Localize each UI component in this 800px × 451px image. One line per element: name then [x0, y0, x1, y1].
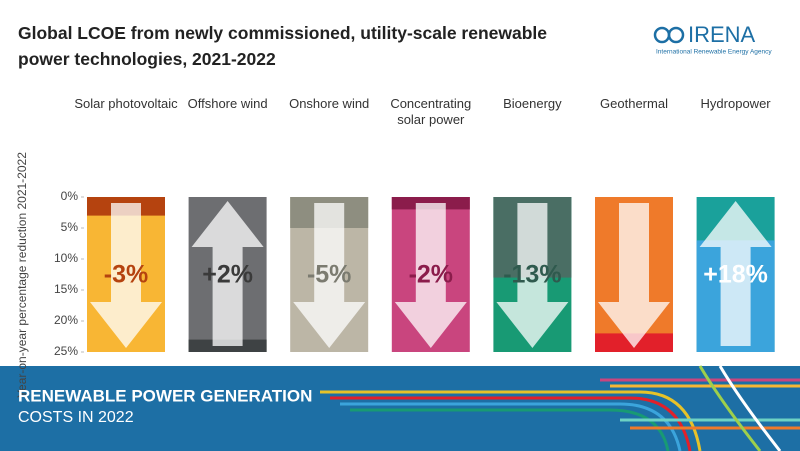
direction-arrow	[699, 201, 772, 346]
category-label: Offshore wind	[187, 96, 268, 111]
logo: IRENA	[688, 22, 756, 47]
y-tick-label: 20%	[54, 313, 78, 327]
logo-mark	[653, 26, 685, 44]
value-label: +2%	[202, 261, 253, 289]
category-label: Solar photovoltaic	[74, 96, 178, 111]
value-label: -2%	[409, 261, 453, 289]
value-label: -13%	[503, 261, 561, 289]
y-tick-label: 25%	[54, 344, 78, 358]
value-label: +18%	[703, 261, 768, 289]
y-tick-label: 5%	[61, 220, 79, 234]
y-tick-label: 10%	[54, 251, 78, 265]
y-tick-label: 15%	[54, 282, 78, 296]
chart-title: Global LCOE from newly commissioned, uti…	[18, 23, 548, 69]
value-label: -5%	[307, 261, 351, 289]
logo-subtitle: International Renewable Energy Agency	[656, 49, 772, 56]
direction-arrow	[191, 201, 264, 346]
footer-decoration	[320, 365, 800, 451]
category-label: Geothermal	[600, 96, 668, 111]
category-label: Onshore wind	[289, 96, 370, 111]
y-axis-label: Year-on-year percentage reduction 2021-2…	[15, 152, 29, 398]
direction-arrow	[394, 203, 467, 348]
value-label: -3%	[104, 261, 148, 289]
direction-arrow	[598, 203, 670, 348]
direction-arrow	[293, 203, 366, 348]
y-tick-label: 0%	[61, 189, 79, 203]
footer-subtitle: COSTS IN 2022	[18, 409, 134, 426]
direction-arrow	[90, 203, 162, 348]
category-label: Bioenergy	[503, 96, 562, 111]
direction-arrow	[496, 203, 569, 348]
footer-title: RENEWABLE POWER GENERATION	[18, 386, 312, 405]
category-label: Hydropower	[700, 96, 771, 111]
category-label: Concentrating solar power	[390, 96, 472, 127]
